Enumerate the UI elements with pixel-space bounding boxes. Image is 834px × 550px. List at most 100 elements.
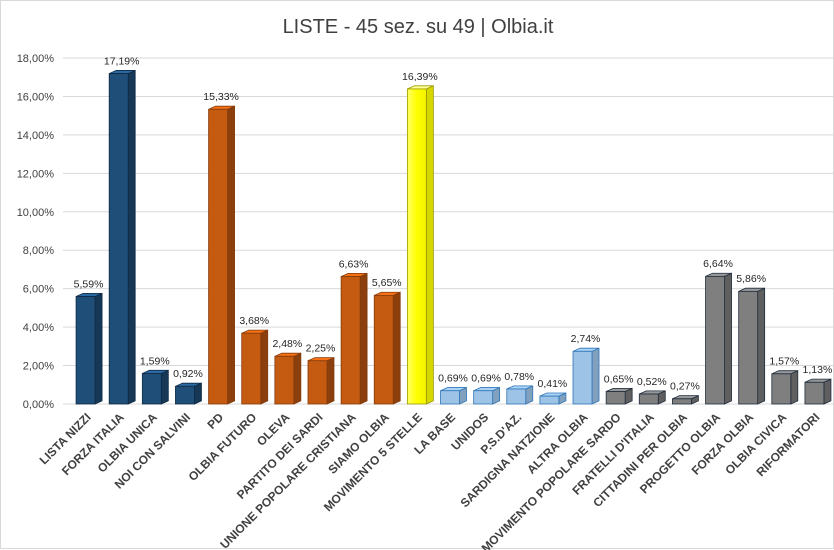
bar-side	[326, 356, 335, 405]
y-tick-label: 6,00%	[23, 284, 54, 296]
x-tick-label: PD	[205, 410, 227, 432]
bar	[373, 291, 401, 405]
bar	[141, 369, 169, 405]
bar	[75, 292, 103, 405]
bar-front	[406, 88, 427, 405]
bar	[340, 272, 368, 405]
chart-title: LISTE - 45 sez. su 49 | Olbia.it	[283, 16, 554, 38]
data-label: 6,64%	[703, 258, 733, 270]
bar-front	[373, 294, 394, 405]
data-label: 2,74%	[571, 333, 601, 345]
y-tick-label: 18,00%	[17, 53, 55, 65]
y-tick-label: 10,00%	[17, 207, 55, 219]
bars	[75, 69, 832, 405]
data-label: 0,41%	[538, 378, 568, 390]
bar-side	[392, 291, 401, 405]
bar	[771, 370, 799, 405]
bar-front	[440, 390, 460, 405]
bar	[804, 378, 832, 405]
bar-front	[506, 388, 527, 405]
bar-front	[804, 381, 825, 405]
data-label: 0,65%	[604, 373, 634, 385]
bar	[440, 386, 467, 405]
data-label: 0,27%	[670, 381, 700, 393]
data-label: 0,69%	[438, 373, 468, 385]
bar-side	[359, 272, 368, 405]
data-label: 5,59%	[74, 278, 104, 290]
data-label: 3,68%	[239, 315, 269, 327]
y-tick-label: 14,00%	[17, 130, 55, 142]
bar-side	[757, 287, 766, 405]
bar-front	[208, 108, 228, 405]
bar-front	[605, 391, 626, 405]
bar-front	[241, 332, 262, 405]
bar-side	[823, 378, 832, 405]
data-label: 1,13%	[803, 364, 833, 376]
bar-side	[160, 369, 169, 405]
y-tick-label: 12,00%	[17, 168, 55, 180]
data-label: 0,78%	[504, 371, 534, 383]
data-label: 16,39%	[402, 71, 438, 83]
bar-side	[425, 85, 434, 405]
bar	[241, 329, 269, 405]
bar-front	[473, 390, 494, 405]
bar-front	[307, 360, 328, 405]
data-label: 17,19%	[104, 55, 140, 67]
data-label: 0,52%	[637, 376, 667, 388]
data-label: 0,92%	[173, 368, 203, 380]
bar	[738, 287, 766, 405]
gridlines	[63, 57, 833, 405]
bar-front	[340, 276, 361, 405]
bar	[572, 347, 600, 405]
data-label: 2,48%	[272, 338, 302, 350]
bar	[274, 352, 302, 405]
bar-front	[539, 395, 560, 405]
bar	[506, 385, 534, 405]
bar-front	[738, 290, 759, 405]
data-label: 1,59%	[140, 355, 170, 367]
bar	[307, 356, 335, 405]
bar-front	[572, 350, 593, 405]
bar-front	[705, 275, 725, 405]
bar-front	[771, 373, 792, 405]
data-label: 5,86%	[736, 273, 766, 285]
bar-front	[175, 385, 195, 405]
data-label: 5,65%	[372, 277, 402, 289]
bar	[672, 395, 699, 405]
bar-side	[127, 69, 136, 405]
data-label: 2,25%	[306, 343, 336, 355]
bar	[539, 392, 567, 405]
bar-front	[108, 73, 129, 405]
bar	[208, 105, 235, 405]
data-label: 6,63%	[339, 258, 369, 270]
y-tick-label: 0,00%	[23, 399, 54, 411]
bar	[705, 272, 732, 405]
bar-side	[194, 382, 202, 405]
data-labels: 5,59% 17,19% 1,59%0,92% 15,33% 3,68%2,48% 2,2…	[74, 55, 833, 392]
bar	[605, 387, 633, 405]
bar-side	[260, 329, 269, 405]
data-label: 0,69%	[471, 373, 501, 385]
bar-side	[790, 370, 799, 405]
bar-front	[274, 355, 295, 405]
bar-side	[724, 272, 732, 405]
y-tick-label: 4,00%	[23, 322, 54, 334]
bar	[638, 390, 666, 405]
bar-side	[94, 292, 103, 405]
data-label: 15,33%	[203, 91, 239, 103]
y-axis-ticks: 0,00% 2,00% 4,00% 6,00% 8,00% 10,00% 12,00% 14,…	[17, 53, 55, 411]
bar-front	[672, 398, 692, 405]
bar	[108, 69, 136, 405]
y-tick-label: 16,00%	[17, 91, 55, 103]
bar-side	[227, 105, 235, 405]
y-tick-label: 2,00%	[23, 361, 54, 373]
bar	[473, 386, 501, 405]
data-label: 1,57%	[769, 356, 799, 368]
bar	[175, 382, 202, 405]
bar	[406, 85, 434, 405]
bar-side	[293, 352, 302, 405]
bar-front	[638, 393, 659, 405]
